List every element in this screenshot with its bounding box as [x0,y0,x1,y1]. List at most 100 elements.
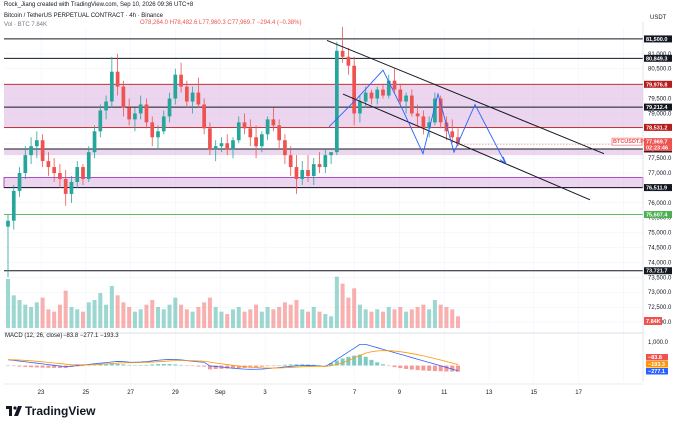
volume-bar [23,304,28,328]
volume-bar [404,311,409,328]
volume-bar [271,309,276,328]
grid [4,27,643,382]
volume-bar [427,309,432,328]
macd-histogram-bar [115,363,120,366]
candle-body [450,131,455,138]
price-zone [4,148,643,156]
time-tick-label: 29 [172,390,179,396]
macd-histogram-bar [52,365,57,368]
macd-histogram-bar [144,364,149,366]
volume-bar [144,304,149,328]
volume-bar [40,297,45,328]
volume-bar [392,309,397,328]
price-level-badge [644,267,672,275]
time-tick-label: 25 [82,390,89,396]
time-axis[interactable]: 23 25 27 29 Sep 3 5 7 9 11 13 15 17 [4,383,643,396]
volume-bar [450,309,455,328]
volume-bar [380,311,386,328]
price-tick-label: 73,000.0 [648,290,672,296]
price-tick-label: 75,000.0 [648,231,672,237]
candle-body [98,110,103,132]
time-tick-label: 13 [486,390,493,396]
volume-bar [444,307,449,328]
trend-drawings[interactable] [326,39,605,201]
candle-body [75,167,80,182]
macd-histogram-bar [317,365,322,366]
candle-body [144,104,149,123]
candle-body [46,161,51,168]
macd-histogram-bar [155,364,161,366]
macd-histogram-bar [323,365,328,367]
tradingview-logo[interactable]: TradingView [6,404,95,418]
candle-body [156,131,160,138]
volume-bar [132,311,137,328]
macd-histogram-bar [271,365,276,367]
time-tick-label: 7 [353,390,357,396]
candle-body [410,95,414,114]
macd-histogram-bar [282,364,287,366]
volume-bar [161,309,166,328]
candle-body [190,92,195,102]
channel-upper-line [326,39,605,155]
volume-bar [346,297,351,328]
macd-histogram-bar [104,364,109,366]
candle-body [115,71,120,87]
candle-body [363,92,368,102]
volume-bar [230,309,236,328]
volume-bar [455,316,461,328]
macd-histogram-bar [138,365,143,366]
macd-value-label: −277.1 [648,369,665,375]
macd-histogram-bar [404,365,409,369]
macd-histogram-bar [34,365,39,368]
candle-body [294,167,299,179]
volume-bar [75,309,80,328]
macd-histogram-bar [127,364,132,366]
candle-body [133,113,137,120]
channel-lower-line [342,93,591,201]
price-axis[interactable]: 72,000.072,500.073,000.073,500.074,000.0… [458,22,672,382]
price-level-badge [644,211,672,219]
symbol-tag [611,137,643,146]
candle-body [110,71,114,102]
volume-bar [438,304,443,328]
candle-body [352,65,356,114]
price-level-label: 78,531.2 [646,125,667,131]
time-tick-label: 5 [308,390,312,396]
volume-bar [300,309,305,328]
volume-bar [173,297,178,328]
candle-body [427,122,431,129]
candle-body [398,89,403,102]
macd-histogram-bar [179,364,184,366]
price-tick-label: 79,000.0 [648,111,672,117]
candle-body [381,89,385,96]
volume-bar [317,311,322,328]
volume-bar [17,300,22,328]
volume-bar [288,304,293,328]
symbol-line[interactable]: Bitcoin / TetherUS PERPETUAL CONTRACT · … [4,13,163,19]
candle-body [329,152,333,156]
candle-body [208,128,212,150]
candle-body [438,98,443,123]
macd-histogram-bar [202,365,207,367]
volume-badge-label: 7.84K [646,319,661,325]
macd-histogram-bar [398,365,403,369]
candle-body [58,173,62,179]
volume-bar [369,311,374,328]
volume-bar [294,300,299,328]
candle-body [444,122,449,132]
volume-bar [179,304,184,328]
volume-bar [98,293,103,328]
candle-body [236,122,241,141]
candle-body [260,134,264,147]
price-level-label: 73,721.7 [646,269,667,275]
candle-body [161,116,166,132]
candle-body [433,98,437,123]
volume-bar [69,307,74,328]
volume-bar [109,286,114,328]
volume-bar [63,290,68,328]
macd-histogram-bar [432,365,437,372]
volume-bar [92,300,97,328]
volume-bar [409,309,414,328]
macd-histogram-bar [92,364,97,366]
